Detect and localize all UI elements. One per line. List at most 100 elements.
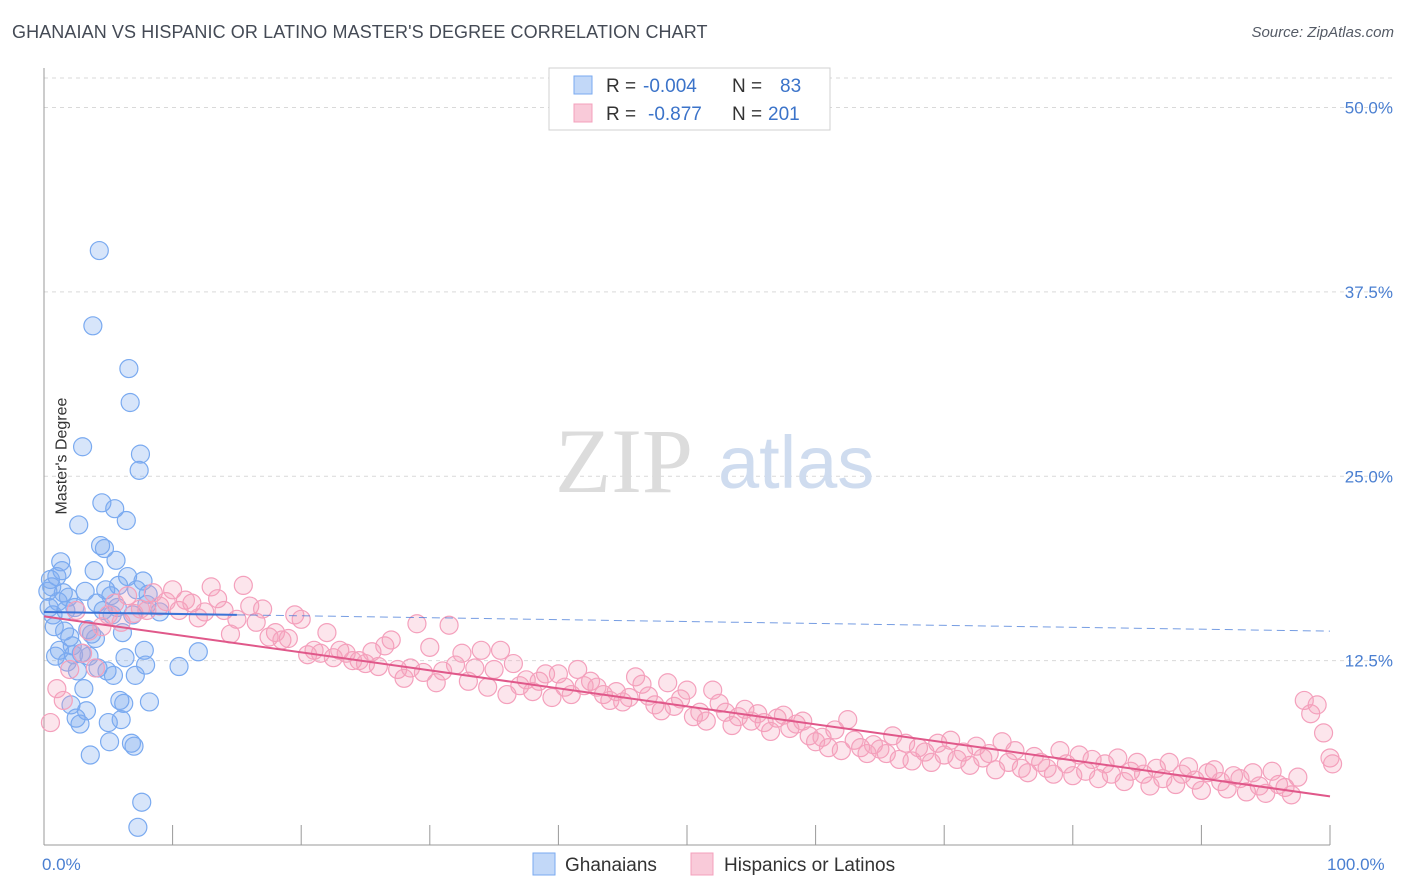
chart-title: GHANAIAN VS HISPANIC OR LATINO MASTER'S … [12,22,708,42]
hispanic-point [568,659,588,680]
ghanaian-point [47,566,67,587]
watermark: ZIP atlas [555,410,874,512]
hispanic-point [1322,754,1343,774]
hispanic-point [407,614,427,634]
ghanaian-point [76,701,97,721]
trend-lines [43,610,1331,798]
ghanaian-point [119,358,139,379]
hispanic-point [1043,764,1064,784]
ghanaian-point [123,605,143,625]
ghanaian-point [49,640,70,660]
hispanic-point [426,673,446,693]
ghanaian-point [129,460,149,480]
hispanic-point [1275,777,1295,798]
hispanic-point [1069,745,1089,765]
ghanaian-point [85,628,106,649]
legend-label-ghanaians: Ghanaians [565,855,657,876]
hispanic-point [1018,763,1038,783]
stats-n-value-2: 201 [768,104,800,125]
ghanaian-point [54,621,75,641]
legend-swatch-ghanaians [532,852,556,876]
hispanic-point [66,600,86,621]
hispanic-point [163,580,183,600]
hispanic-point [291,609,311,629]
stats-legend-swatch-hispanics [573,103,593,123]
hispanic-point [1063,766,1083,786]
hispanic-point [1204,760,1224,780]
hispanic-point [40,712,61,733]
ghanaian-point [89,240,109,261]
stats-n-label-1: N = [732,76,762,97]
y-tick-label: 50.0% [1345,99,1393,118]
ghanaian-point [124,736,144,756]
ghanaian-trend-line-extension [236,614,1331,632]
hispanic-point [208,589,228,609]
source-credit: Source: ZipAtlas.com [1251,24,1394,41]
ghanaian-point [132,792,152,812]
ghanaian-point [139,692,160,712]
ghanaian-point [72,437,93,457]
hispanic-point [484,659,504,680]
hispanic-point [542,687,562,708]
stats-r-label-1: R = [606,76,636,97]
stats-legend-box [548,67,831,131]
stats-legend-swatch-ghanaians [573,75,593,95]
hispanic-point [465,658,485,678]
hispanic-point [47,679,67,699]
ghanaian-point [106,550,126,570]
hispanic-point [1288,767,1308,787]
legend-label-hispanics: Hispanics or Latinos [724,855,895,876]
ghanaian-point [169,656,189,677]
hispanic-point [368,656,388,677]
hispanic-point [1313,723,1334,743]
stats-r-value-1: -0.004 [643,76,697,97]
y-tick-labels: 12.5% 25.0% 37.5% 50.0% [1345,99,1393,671]
ghanaian-point [94,538,115,559]
y-tick-label: 37.5% [1345,283,1393,302]
ghanaian-point [135,655,156,675]
hispanic-point [72,643,93,663]
hispanic-point [439,615,459,635]
ghanaian-point [74,679,94,699]
stats-legend: R = -0.004 N = 83 R = -0.877 N = 201 [548,67,831,131]
hispanic-point [195,602,215,622]
hispanic-point [838,710,858,730]
stats-r-value-2: -0.877 [648,104,702,125]
hispanic-point [896,733,916,753]
ghanaian-point [83,316,103,336]
ghanaian-point [80,745,100,765]
hispanic-point [658,673,678,693]
hispanic-point [117,586,138,606]
hispanic-point [201,577,221,597]
hispanic-point [278,628,298,649]
hispanic-point [233,575,253,596]
hispanic-point [503,653,523,674]
watermark-zip: ZIP [555,410,693,512]
hispanic-point [53,690,73,711]
hispanic-point [253,599,273,619]
hispanic-point [831,740,851,761]
ghanaian-point [121,733,142,753]
hispanic-point [844,730,864,750]
y-tick-label: 25.0% [1345,467,1393,486]
ghanaian-point [125,665,145,685]
hispanic-point [1127,752,1147,773]
ghanaian-point [130,444,151,464]
hispanic-point [490,640,511,660]
hispanic-point [85,658,106,678]
ghanaian-point [128,817,148,837]
ghanaian-point [134,640,154,660]
hispanic-point [381,630,401,650]
ghanaian-point [120,392,140,413]
x-tick-label-min: 0.0% [42,855,81,874]
ghanaian-point [75,581,95,601]
stats-n-label-2: N = [732,104,762,125]
hispanic-point [1307,695,1327,715]
hispanic-point [452,643,472,663]
ghanaian-point [115,648,135,668]
hispanic-trend-line [43,615,1331,798]
grid-lines [44,77,1392,662]
ghanaian-point [188,642,208,662]
ghanaian-point [103,665,124,685]
